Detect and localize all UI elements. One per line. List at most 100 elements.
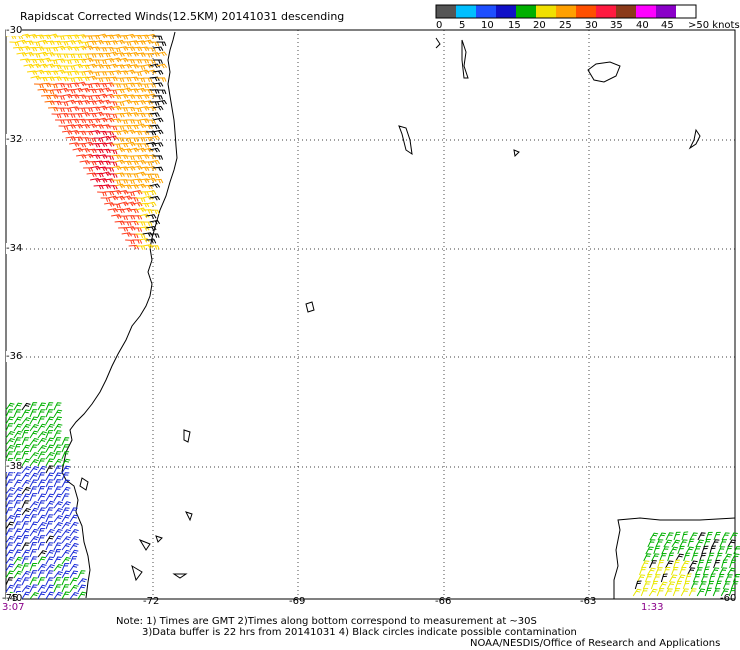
wind-barb (110, 34, 122, 39)
wind-barb (142, 195, 154, 201)
wind-barb (657, 532, 666, 541)
wind-barb (65, 99, 77, 105)
wind-barb (705, 531, 713, 541)
wind-barb (23, 40, 34, 46)
wind-barb (5, 402, 15, 411)
wind-barb (61, 486, 71, 495)
wind-barb (13, 430, 23, 439)
wind-barb (110, 165, 122, 171)
wind-barb (104, 202, 115, 207)
wind-barb (16, 39, 27, 45)
wind-barb (21, 549, 31, 558)
wind-barb (707, 552, 715, 562)
wind-barb (666, 581, 676, 590)
wind-barb (100, 64, 111, 70)
wind-barb (658, 581, 668, 590)
wind-barb (69, 118, 80, 124)
wind-barb (114, 39, 125, 45)
wind-barb (135, 112, 146, 118)
wind-barb (114, 183, 126, 189)
wind-barb (124, 46, 136, 52)
wind-barb (79, 124, 90, 129)
wind-barb (719, 567, 728, 576)
wind-barb (131, 46, 143, 52)
wind-barb (53, 472, 62, 481)
wind-barb (29, 409, 38, 418)
wind-barb (29, 514, 38, 523)
wind-barb (53, 402, 62, 411)
wind-barb (149, 195, 161, 201)
wind-barb (111, 214, 122, 219)
wind-barb (21, 430, 29, 439)
wind-barb (107, 63, 118, 69)
wind-barb (725, 545, 733, 555)
wind-barb (13, 472, 22, 481)
wind-barb (103, 34, 115, 40)
wind-barb (712, 588, 721, 597)
wind-barb (13, 535, 23, 544)
wind-barb (649, 560, 657, 569)
wind-barb (5, 577, 14, 586)
island-group-south (131, 535, 188, 582)
wind-barb (671, 566, 679, 576)
legend-label-20: 20 (533, 20, 546, 31)
island-7 (305, 301, 315, 313)
legend-label-30: 30 (585, 20, 598, 31)
wind-barb (13, 444, 21, 453)
wind-barb (107, 195, 119, 201)
wind-barb (37, 445, 47, 453)
wind-barb (69, 514, 79, 523)
wind-barb (657, 559, 665, 569)
wind-barb (72, 147, 84, 153)
wind-barb (5, 423, 14, 432)
wind-barb (703, 538, 711, 548)
note-line-2: 3)Data buffer is 22 hrs from 20141031 4)… (142, 627, 577, 638)
wind-barb (68, 46, 80, 52)
wind-barb (5, 528, 14, 537)
wind-barb (5, 515, 15, 523)
wind-barb (156, 77, 167, 82)
wind-barb (727, 567, 736, 576)
wind-barb (689, 532, 698, 541)
wind-barb (674, 580, 682, 590)
wind-barb (29, 592, 39, 600)
wind-barb (37, 479, 46, 488)
wind-barb (149, 173, 160, 179)
wind-barb (687, 538, 695, 548)
wind-barb (53, 528, 63, 537)
wind-barb (79, 160, 90, 165)
wind-barb (114, 195, 126, 201)
wind-barb (663, 539, 673, 548)
time-label-left: 3:07 (2, 602, 25, 613)
wind-barb (5, 584, 15, 593)
wind-barb (139, 226, 150, 231)
wind-barb (100, 124, 111, 129)
wind-barb (93, 99, 105, 105)
wind-barb (21, 409, 30, 418)
wind-barb (5, 472, 14, 481)
wind-barb (5, 521, 15, 530)
wind-barb (149, 101, 160, 106)
wind-barb (111, 143, 121, 149)
wind-barb (135, 40, 146, 45)
wind-barb (124, 82, 136, 88)
wind-barb (135, 159, 146, 165)
legend-border (435, 4, 697, 19)
wind-barb (69, 584, 79, 593)
wind-barb (53, 515, 63, 523)
wind-barb (659, 553, 667, 562)
wind-barb (96, 105, 108, 111)
map-frame (5, 29, 736, 600)
wind-barb (45, 423, 55, 432)
wind-barb (47, 59, 58, 65)
wind-barb (121, 160, 132, 166)
wind-barb (5, 416, 15, 425)
wind-barb (729, 559, 737, 569)
wind-barb (13, 451, 22, 460)
wind-barb (21, 423, 31, 432)
wind-barb (61, 529, 71, 537)
wind-barb (69, 563, 79, 572)
wind-barb (97, 191, 107, 197)
wind-barb (655, 539, 664, 548)
wind-barb (647, 539, 656, 548)
